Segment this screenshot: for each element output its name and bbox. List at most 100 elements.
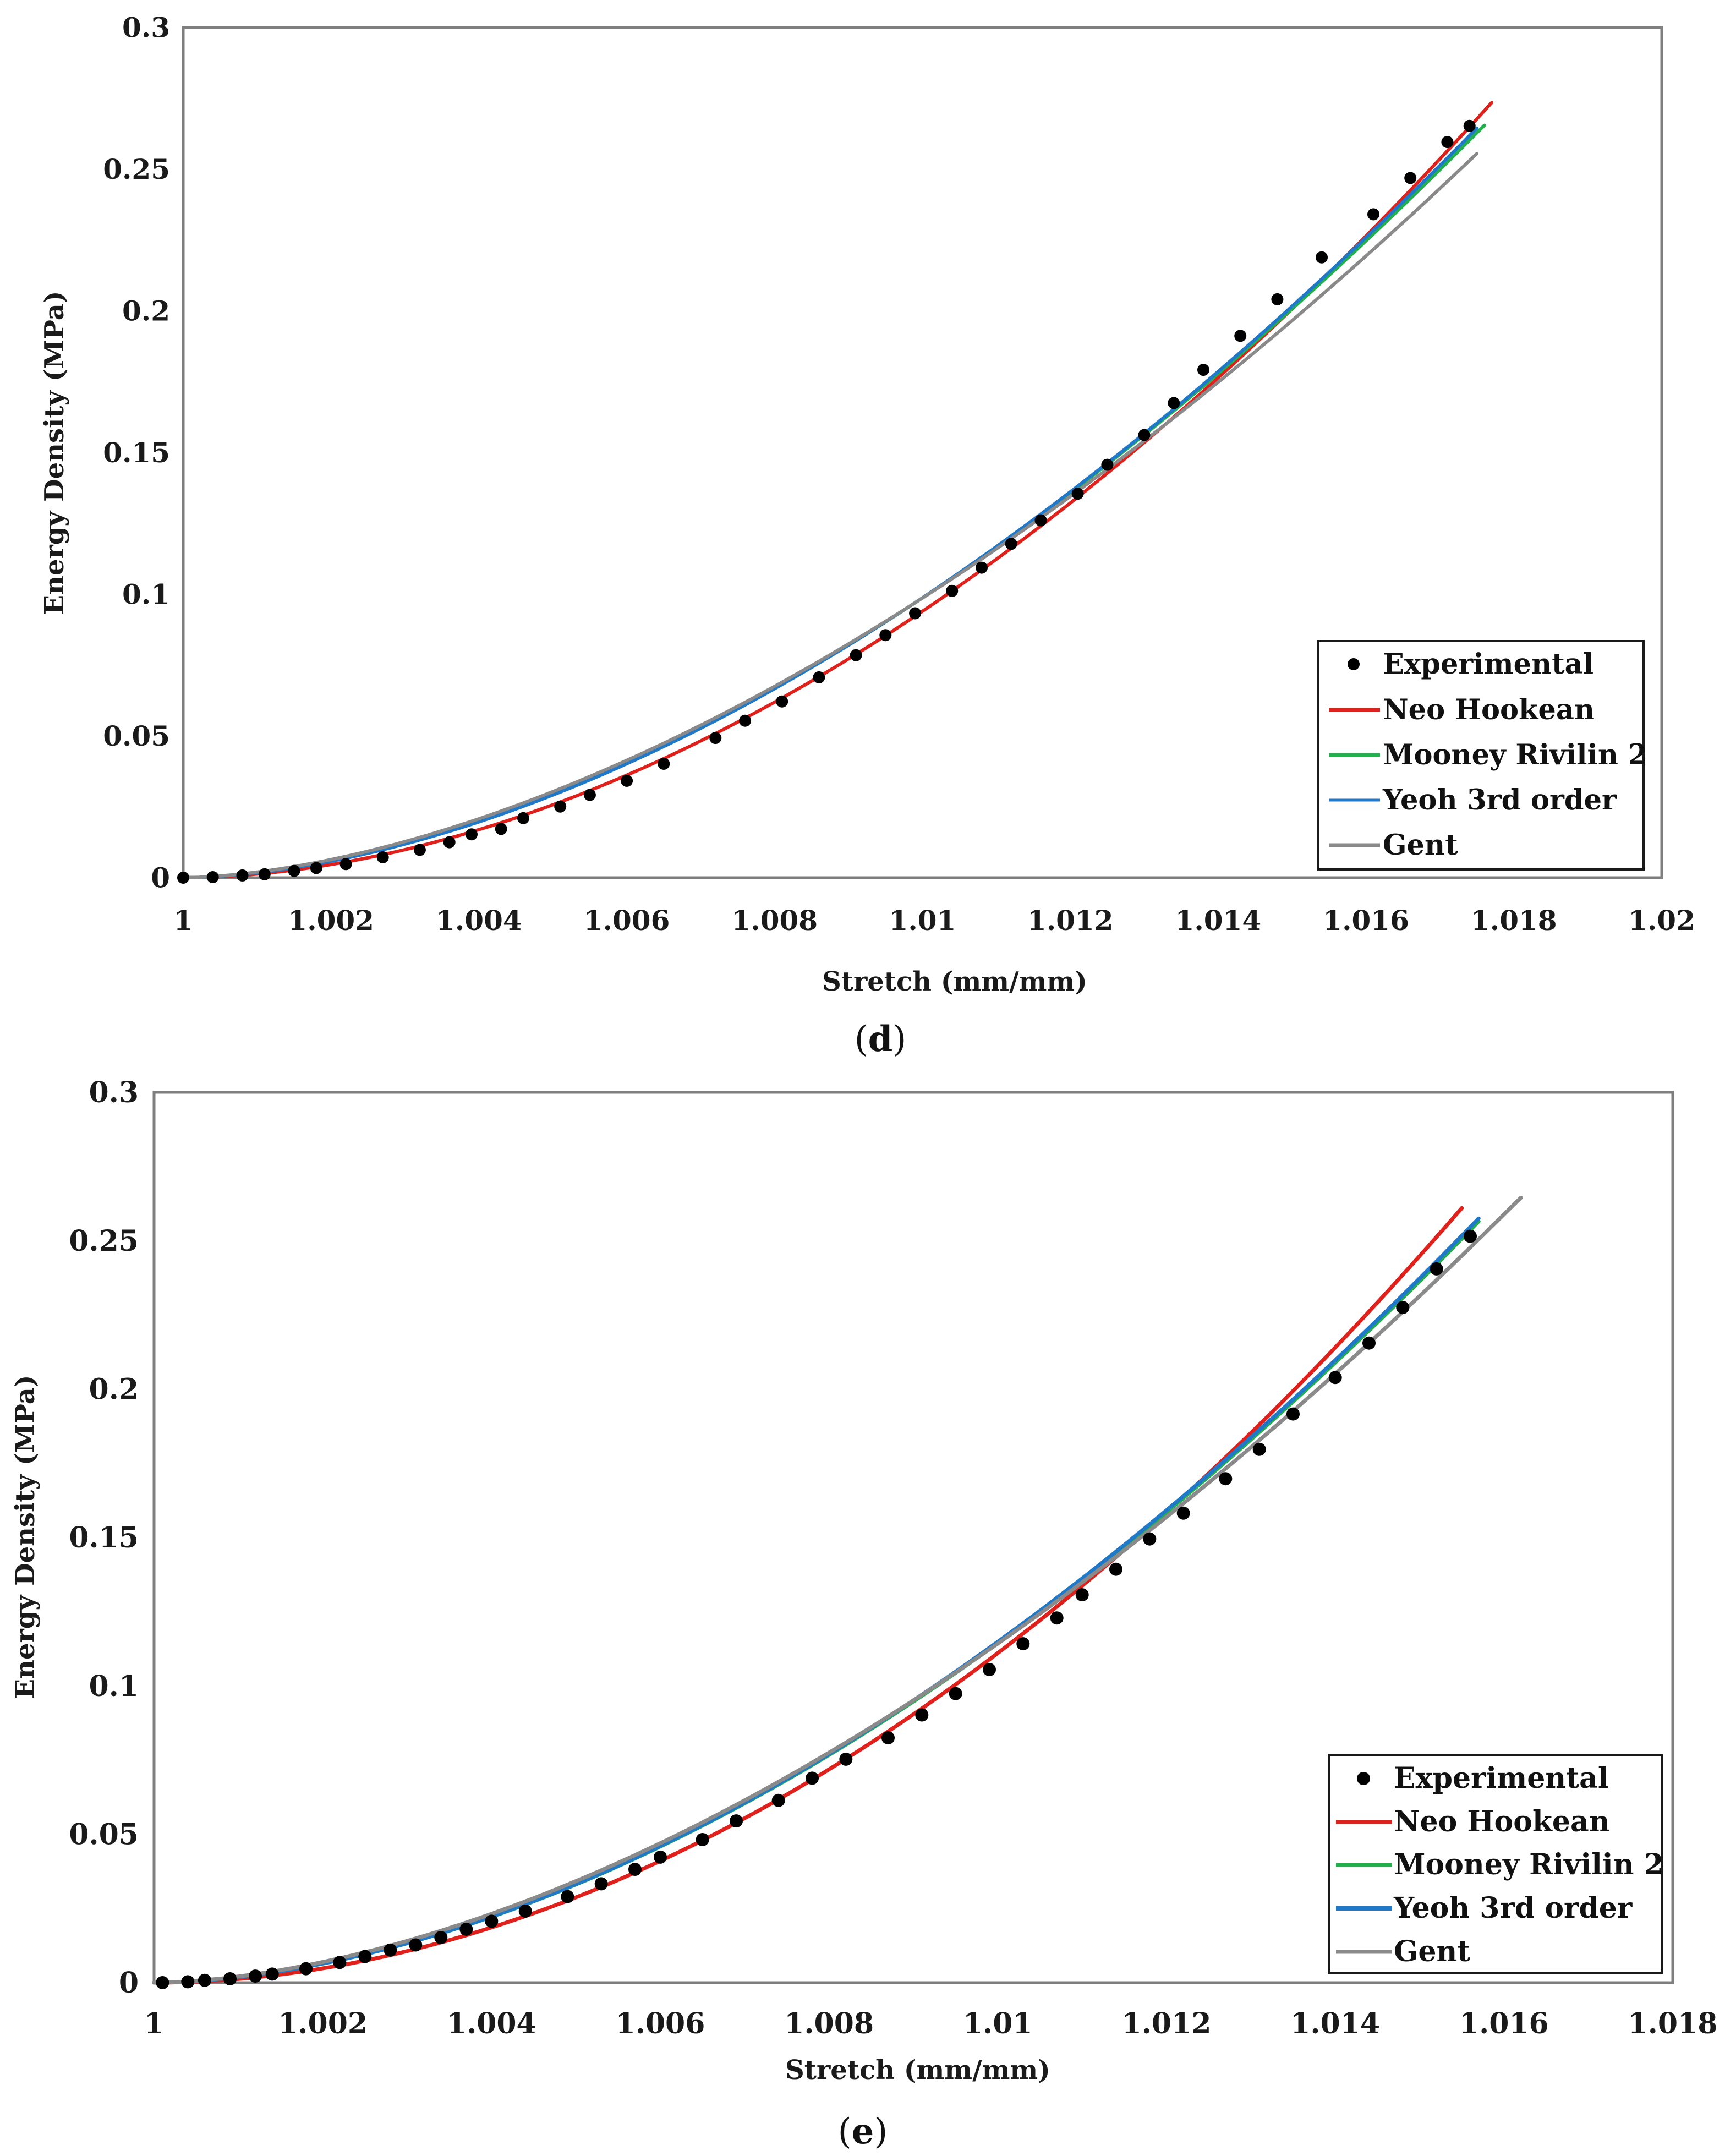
experimental-point [776, 695, 788, 708]
legend-label-mooney-rivilin: Mooney Rivilin 2 [1383, 738, 1647, 771]
x-tick-label: 1.014 [1290, 2007, 1380, 2040]
experimental-point [1143, 1532, 1157, 1546]
x-axis-ticks: 1 1.002 1.004 1.006 1.008 1.01 1.012 1.014 1.016… [144, 2007, 1718, 2040]
experimental-point [198, 1973, 211, 1987]
experimental-point [181, 1975, 195, 1989]
x-tick-label: 1.01 [963, 2007, 1033, 2040]
y-tick-label: 0.25 [103, 153, 170, 185]
legend-label-mooney-rivilin: Mooney Rivilin 2 [1394, 1848, 1664, 1881]
experimental-point [850, 649, 862, 661]
experimental-point [1219, 1472, 1233, 1486]
experimental-point [376, 851, 389, 863]
y-axis-label: Energy Density (MPa) [10, 1375, 41, 1699]
experimental-point [730, 1814, 743, 1828]
experimental-point [709, 732, 722, 745]
x-tick-label: 1.004 [436, 904, 522, 937]
experimental-point [384, 1943, 397, 1957]
plot-content [152, 1196, 1523, 1989]
experimental-point [983, 1663, 996, 1676]
experimental-point [1176, 1506, 1190, 1520]
experimental-point [1316, 251, 1328, 264]
x-tick-label: 1.008 [732, 904, 818, 937]
y-tick-label: 0.15 [103, 436, 170, 469]
y-axis-ticks: 0 0.05 0.1 0.15 0.2 0.25 0.3 [69, 1076, 139, 2000]
x-axis-label: Stretch (mm/mm) [785, 2055, 1050, 2086]
experimental-point [485, 1914, 499, 1928]
experimental-point [879, 629, 892, 642]
legend-label-experimental: Experimental [1394, 1761, 1609, 1795]
experimental-point [1404, 172, 1417, 184]
experimental-point [561, 1890, 574, 1903]
experimental-point [1362, 1336, 1376, 1350]
y-tick-label: 0.25 [69, 1224, 139, 1258]
x-tick-label: 1.012 [1122, 2007, 1212, 2040]
x-tick-label: 1.018 [1628, 2007, 1718, 2040]
plot-area-frame [182, 26, 1663, 879]
y-tick-label: 0.2 [122, 295, 170, 327]
experimental-point [915, 1708, 929, 1722]
y-axis-label: Energy Density (MPa) [39, 291, 70, 615]
experimental-point [1328, 1371, 1342, 1385]
experimental-point [1234, 330, 1247, 342]
experimental-point [409, 1938, 423, 1952]
x-tick-label: 1.02 [1628, 904, 1695, 937]
chart-panel-e: 1 1.002 1.004 1.006 1.008 1.01 1.012 1.014 1.016… [10, 1076, 1717, 2152]
y-tick-label: 0.1 [89, 1670, 139, 1703]
experimental-point [466, 828, 478, 841]
y-tick-label: 0.2 [89, 1373, 139, 1407]
experimental-point [177, 872, 189, 884]
y-tick-label: 0.3 [122, 12, 170, 44]
experimental-point [1271, 293, 1284, 305]
x-tick-label: 1.006 [616, 2007, 705, 2040]
legend-label-neo-hookean: Neo Hookean [1383, 693, 1595, 726]
x-tick-label: 1.002 [278, 2007, 368, 2040]
experimental-point [554, 800, 567, 813]
experimental-point [258, 868, 271, 880]
experimental-point [249, 1969, 262, 1983]
experimental-point [1016, 1637, 1030, 1651]
experimental-point [1005, 538, 1017, 550]
experimental-point [594, 1877, 608, 1891]
x-axis-label: Stretch (mm/mm) [822, 966, 1087, 997]
experimental-point [333, 1956, 347, 1969]
experimental-point [1075, 1588, 1089, 1602]
experimental-point [696, 1833, 709, 1846]
experimental-point [310, 862, 322, 874]
experimental-point [339, 858, 352, 871]
y-tick-label: 0.3 [89, 1076, 139, 1109]
x-tick-label: 1.016 [1323, 904, 1409, 937]
legend-label-yeoh: Yeoh 3rd order [1393, 1891, 1633, 1925]
experimental-point [881, 1731, 895, 1745]
experimental-point [946, 584, 959, 597]
legend-label-gent: Gent [1394, 1935, 1470, 1968]
panel-caption-d: (d) [855, 1019, 907, 1060]
experimental-point [459, 1922, 473, 1936]
experimental-point [299, 1962, 313, 1976]
experimental-point [1286, 1407, 1300, 1421]
series-line-neo-hookean [182, 101, 1493, 879]
y-tick-label: 0.15 [69, 1521, 139, 1555]
experimental-point [495, 823, 507, 835]
series-line-gent [152, 1196, 1523, 1985]
experimental-point [434, 1931, 448, 1944]
x-tick-label: 1.01 [889, 904, 956, 937]
x-tick-label: 1.016 [1459, 2007, 1549, 2040]
experimental-point [265, 1967, 279, 1981]
legend-label-gent: Gent [1383, 829, 1458, 862]
experimental-point [976, 561, 988, 574]
experimental-point [223, 1972, 237, 1985]
experimental-point [236, 869, 249, 882]
experimental-point [1138, 429, 1151, 441]
experimental-point [658, 758, 670, 770]
plot-content [177, 101, 1493, 884]
caption-close-paren: ) [892, 1019, 906, 1060]
x-tick-label: 1.012 [1027, 904, 1114, 937]
x-tick-label: 1.018 [1471, 904, 1557, 937]
experimental-point [583, 789, 596, 801]
x-tick-label: 1.004 [447, 2007, 536, 2040]
experimental-point [288, 864, 300, 877]
experimental-point [1071, 488, 1084, 500]
experimental-point [1101, 458, 1114, 471]
legend-label-neo-hookean: Neo Hookean [1394, 1805, 1610, 1838]
panel-caption-e: (e) [838, 2111, 888, 2152]
